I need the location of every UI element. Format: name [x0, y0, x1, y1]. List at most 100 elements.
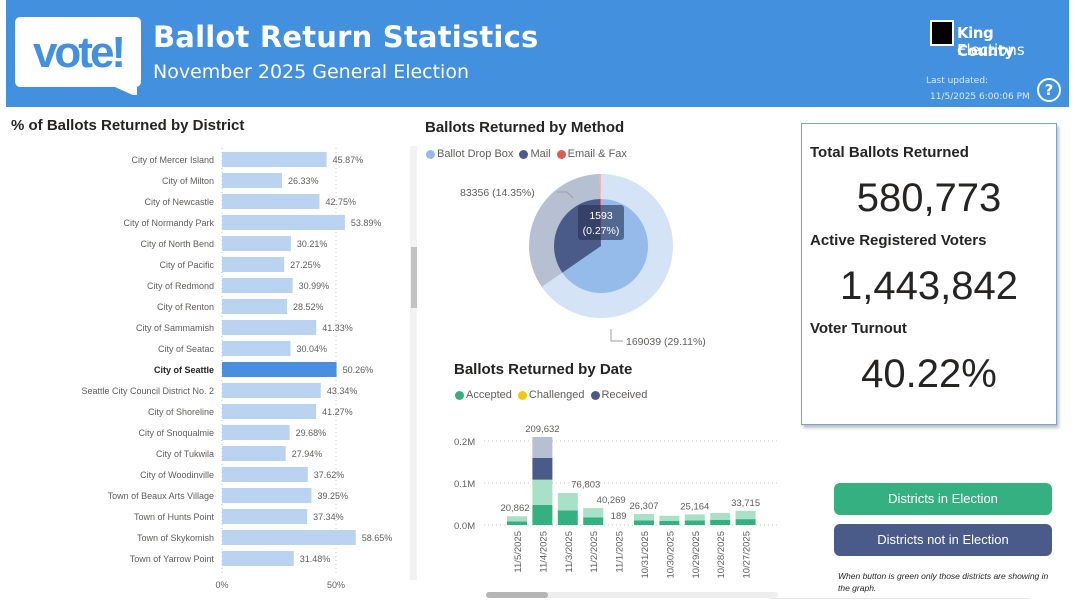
bar [222, 425, 290, 440]
total-label: 33,715 [731, 498, 760, 509]
bar [222, 530, 356, 545]
x-tick-label: 10/30/2025 [665, 531, 676, 579]
divider [770, 598, 1030, 599]
category-label: City of Pacific [159, 260, 214, 270]
bar [222, 299, 288, 314]
districts-in-election-button[interactable]: Districts in Election [834, 483, 1052, 515]
total-label: 189 [611, 511, 627, 522]
method-donut-chart: 1593 (0.27%) 83356 (14.35%) 169039 (29.11%) [460, 174, 706, 348]
data-label: 45.87% [333, 155, 364, 165]
org-name: King County [957, 24, 1014, 60]
data-label: 1593 [589, 210, 613, 222]
bar [222, 488, 312, 503]
svg-text:vote!: vote! [33, 28, 123, 77]
data-label: 30.99% [299, 281, 330, 291]
data-label: 31.48% [300, 554, 331, 564]
legend-item-mail[interactable]: Mail [519, 148, 551, 160]
data-label: 37.34% [313, 512, 344, 522]
category-label: City of Woodinville [140, 470, 214, 480]
y-tick-label: 0.0M [454, 521, 475, 532]
legend-dot-icon [519, 149, 529, 159]
total-label: 25,164 [680, 501, 709, 512]
x-tick-label: 11/3/2025 [564, 531, 575, 573]
mlk-portrait-icon [930, 20, 954, 46]
bar [222, 215, 345, 230]
bar-segment [557, 493, 578, 511]
data-label: 53.89% [351, 218, 382, 228]
legend-item-accepted[interactable]: Accepted [455, 389, 512, 401]
bar-segment [532, 457, 553, 480]
total-label: 20,862 [500, 503, 529, 514]
bar [222, 551, 294, 566]
kpi-value-registered-voters: 1,443,842 [840, 264, 1018, 308]
category-label: Town of Yarrow Point [130, 554, 215, 564]
bar-segment [710, 513, 731, 520]
date-chart-title: Ballots Returned by Date [454, 361, 633, 378]
category-label: City of Seattle [154, 365, 214, 375]
legend-item-drop-box[interactable]: Ballot Drop Box [426, 148, 513, 160]
bar-segment [735, 519, 756, 525]
bar [222, 278, 293, 293]
method-chart-title: Ballots Returned by Method [425, 119, 625, 136]
district-scrollbar-track[interactable] [410, 146, 417, 580]
data-label: 83356 (14.35%) [460, 187, 535, 199]
data-label: 41.27% [322, 407, 353, 417]
button-help-note: When button is green only those district… [838, 571, 1049, 593]
data-label: 30.04% [296, 344, 327, 354]
bar-segment [507, 521, 527, 525]
bar-segment [684, 520, 705, 525]
data-label: 37.62% [314, 470, 345, 480]
bar-segment [583, 517, 604, 525]
category-label: City of Mercer Island [131, 155, 214, 165]
data-label: 43.34% [327, 386, 358, 396]
category-label: City of Redmond [147, 281, 214, 291]
bar-segment [659, 521, 680, 525]
category-label: City of North Bend [140, 239, 214, 249]
districts-not-in-election-button[interactable]: Districts not in Election [834, 524, 1052, 556]
data-label: 27.25% [290, 260, 321, 270]
vote-logo-icon: vote! [15, 17, 141, 95]
district-bar-chart: 0% 50% City of Mercer Island 45.87% City of … [81, 148, 392, 590]
bar-segment [532, 504, 553, 525]
data-label: 26.33% [288, 176, 319, 186]
bar-segment [634, 520, 654, 525]
help-button[interactable]: ? [1037, 78, 1061, 102]
date-legend: Accepted Challenged Received [455, 389, 647, 401]
bar [222, 257, 285, 272]
x-tick-label: 10/29/2025 [691, 531, 702, 579]
district-scrollbar-thumb[interactable] [411, 247, 417, 308]
category-label: City of Normandy Park [123, 218, 214, 228]
bar [222, 509, 308, 524]
bar [222, 320, 317, 335]
bar [222, 236, 291, 251]
data-label: (0.27%) [583, 225, 620, 237]
kpi-label-registered-voters: Active Registered Voters [810, 232, 987, 249]
x-tick-label: 11/1/2025 [615, 531, 626, 573]
bar-segment [507, 516, 527, 522]
page-title: Ballot Return Statistics [153, 20, 539, 54]
category-label: City of Seatac [158, 344, 215, 354]
data-label: 39.25% [317, 491, 348, 501]
legend-item-challenged[interactable]: Challenged [517, 389, 585, 401]
legend-item-email-fax[interactable]: Email & Fax [556, 148, 627, 160]
kpi-label-turnout: Voter Turnout [810, 320, 907, 337]
category-label: City of Tukwila [156, 449, 214, 459]
legend-dot-icon [590, 390, 600, 400]
date-stacked-bar-chart: 0.0M 0.1M 0.2M 20,862 11/5/2025 209,632 11/4/2… [454, 424, 780, 579]
bar-segment [659, 515, 680, 522]
date-scrollbar-thumb[interactable] [486, 592, 548, 598]
bar [222, 467, 308, 482]
bar [222, 173, 283, 188]
date-scrollbar-track[interactable] [486, 592, 778, 598]
y-tick-label: 0.1M [454, 479, 475, 490]
legend-item-received[interactable]: Received [590, 389, 647, 401]
inner-slice [562, 199, 648, 293]
bar-segment [634, 513, 654, 521]
x-tick-label: 11/4/2025 [538, 531, 549, 573]
kpi-label-total-ballots: Total Ballots Returned [810, 144, 969, 161]
kpi-value-turnout: 40.22% [861, 352, 997, 396]
bar-segment [735, 510, 756, 520]
data-label: 29.68% [296, 428, 327, 438]
category-label: City of Sammamish [136, 323, 214, 333]
